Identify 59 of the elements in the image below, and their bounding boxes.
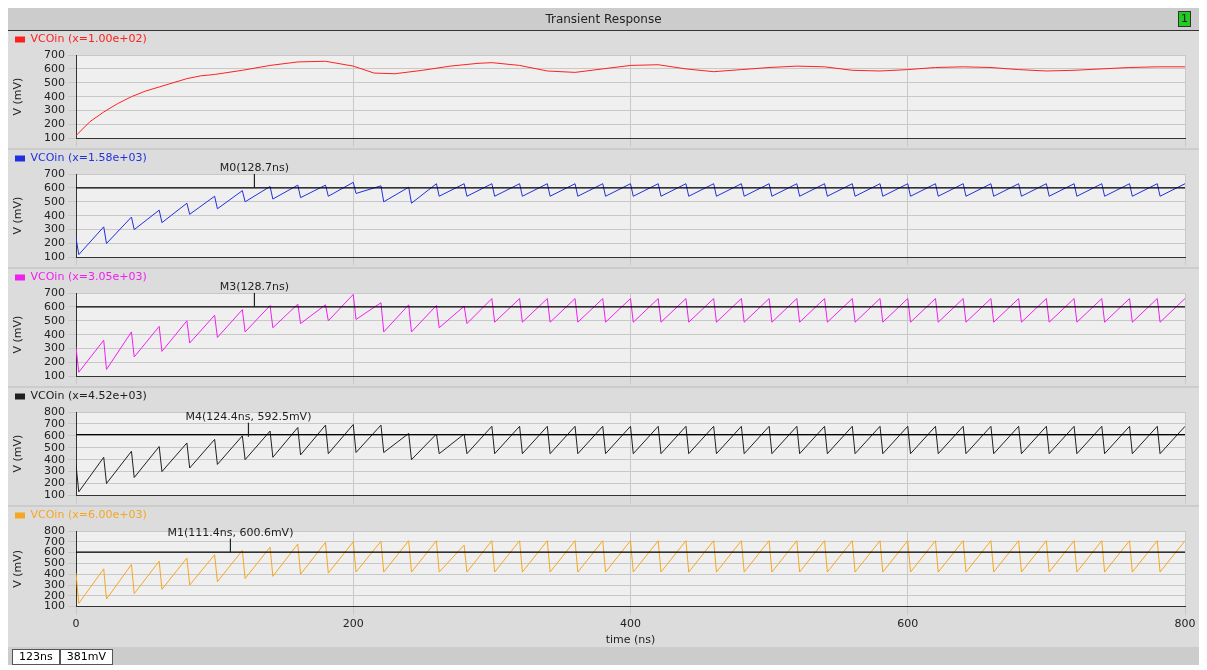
y-tick-label: 400 bbox=[44, 327, 65, 341]
y-tick-label: 200 bbox=[44, 117, 65, 131]
y-axis-title: V (mV) bbox=[11, 434, 25, 473]
y-tick-label: 700 bbox=[44, 416, 65, 430]
y-tick-label: 100 bbox=[44, 131, 65, 145]
legend-label: VCOin (x=4.52e+03) bbox=[30, 389, 147, 403]
text: 1 bbox=[1178, 11, 1191, 27]
y-tick-label: 500 bbox=[44, 313, 65, 327]
text: 123ns bbox=[12, 649, 60, 665]
y-tick-label: 200 bbox=[44, 588, 65, 602]
x-tick-label: 400 bbox=[620, 617, 641, 631]
y-tick-label: 300 bbox=[44, 464, 65, 478]
y-tick-label: 600 bbox=[44, 180, 65, 194]
x-tick-label: 600 bbox=[897, 617, 919, 631]
y-axis-title: V (mV) bbox=[11, 315, 25, 354]
legend-label: VCOin (x=6.00e+03) bbox=[30, 508, 147, 522]
annotation: M4(124.4ns, 592.5mV) bbox=[185, 410, 312, 424]
y-tick-label: 700 bbox=[44, 47, 65, 61]
y-tick-label: 400 bbox=[44, 89, 65, 103]
y-tick-label: 600 bbox=[44, 61, 65, 75]
y-tick-label: 100 bbox=[44, 250, 65, 264]
y-tick-label: 700 bbox=[44, 166, 65, 180]
y-axis-title: V (mV) bbox=[11, 549, 25, 588]
x-tick-label: 800 bbox=[1174, 617, 1196, 631]
x-tick-label: 200 bbox=[342, 617, 364, 631]
x-axis-title: time (ns) bbox=[605, 633, 656, 647]
y-tick-label: 400 bbox=[44, 452, 65, 466]
y-tick-label: 500 bbox=[44, 75, 65, 89]
y-axis-title: V (mV) bbox=[11, 77, 25, 116]
y-tick-label: 500 bbox=[44, 194, 65, 208]
y-tick-label: 700 bbox=[44, 285, 65, 299]
y-tick-label: 600 bbox=[44, 428, 65, 442]
y-tick-label: 300 bbox=[44, 341, 65, 355]
y-tick-label: 600 bbox=[44, 299, 65, 313]
x-tick-label: 0 bbox=[72, 617, 80, 631]
annotation: M1(111.4ns, 600.6mV) bbox=[167, 525, 294, 539]
y-tick-label: 100 bbox=[44, 488, 65, 502]
chart-title: Transient Response bbox=[545, 12, 662, 26]
y-tick-label: 800 bbox=[44, 523, 65, 537]
annotation: M3(128.7ns) bbox=[219, 280, 290, 294]
y-tick-label: 200 bbox=[44, 236, 65, 250]
y-tick-label: 700 bbox=[44, 534, 65, 548]
y-tick-label: 200 bbox=[44, 355, 65, 369]
legend-label: VCOin (x=1.58e+03) bbox=[30, 151, 147, 165]
legend-label: VCOin (x=1.00e+02) bbox=[30, 32, 147, 46]
y-axis-title: V (mV) bbox=[11, 196, 25, 235]
y-tick-label: 200 bbox=[44, 476, 65, 490]
y-tick-label: 300 bbox=[44, 222, 65, 236]
text: 381mV bbox=[59, 649, 113, 665]
y-tick-label: 800 bbox=[44, 404, 65, 418]
y-tick-label: 400 bbox=[44, 208, 65, 222]
y-tick-label: 600 bbox=[44, 545, 65, 559]
y-tick-label: 500 bbox=[44, 440, 65, 454]
legend-label: VCOin (x=3.05e+03) bbox=[30, 270, 147, 284]
annotation: M0(128.7ns) bbox=[219, 161, 290, 175]
y-tick-label: 100 bbox=[44, 369, 65, 383]
y-tick-label: 300 bbox=[44, 103, 65, 117]
y-tick-label: 500 bbox=[44, 556, 65, 570]
y-tick-label: 100 bbox=[44, 599, 65, 613]
